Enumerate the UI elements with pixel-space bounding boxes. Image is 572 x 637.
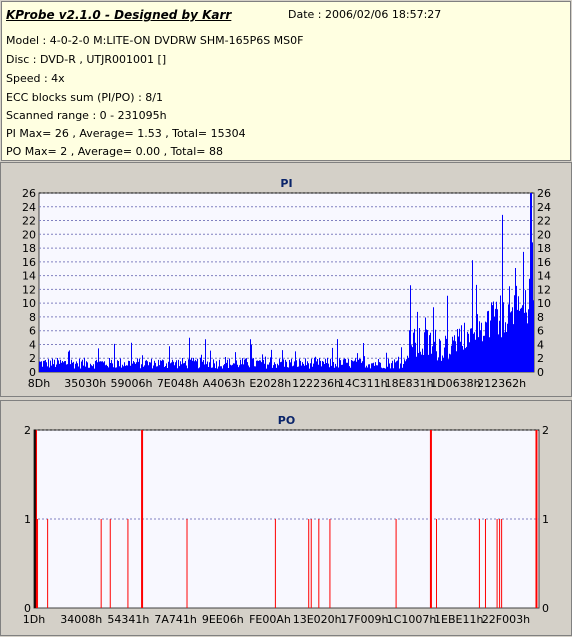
pi-ytick-right: 2 <box>537 352 544 365</box>
pi-chart-panel: PI 0 0 2 2 4 4 6 6 8 8 10 10 12 12 14 14 16 16 18 18 20 20 22 22… <box>0 162 572 397</box>
po-ytick-left: 2 <box>24 424 31 437</box>
po-summary-line: PO Max= 2 , Average= 0.00 , Total= 88 <box>6 145 223 158</box>
pi-ytick-right: 14 <box>537 270 551 283</box>
pi-chart-title: PI <box>280 177 292 190</box>
pi-ytick-left: 18 <box>22 242 36 255</box>
pi-xtick: A4063h <box>203 377 246 390</box>
pi-ytick-right: 4 <box>537 338 544 351</box>
pi-series-area <box>39 214 534 372</box>
pi-xtick: 212362h <box>477 377 526 390</box>
pi-ytick-left: 2 <box>29 352 36 365</box>
pi-ytick-right: 0 <box>537 366 544 379</box>
po-xtick: 13E020h <box>293 613 342 626</box>
pi-ytick-right: 20 <box>537 228 551 241</box>
range-line: Scanned range : 0 - 231095h <box>6 109 167 122</box>
pi-ytick-left: 20 <box>22 228 36 241</box>
speed-line: Speed : 4x <box>6 72 65 85</box>
pi-ytick-right: 18 <box>537 242 551 255</box>
pi-ytick-right: 16 <box>537 256 551 269</box>
po-ytick-right: 0 <box>542 602 549 615</box>
po-xtick: 7A741h <box>154 613 197 626</box>
po-xtick: 22F003h <box>482 613 530 626</box>
po-chart-panel: PO 0 0 1 1 2 2 1Dh 34008h 54341h 7A741h 9EE06h FE00A… <box>0 400 572 636</box>
pi-ytick-left: 22 <box>22 215 36 228</box>
scan-date: Date : 2006/02/06 18:57:27 <box>288 8 442 21</box>
pi-ytick-left: 24 <box>22 201 36 214</box>
pi-ytick-left: 12 <box>22 283 36 296</box>
pi-ytick-left: 26 <box>22 187 36 200</box>
po-chart: PO 0 0 1 1 2 2 1Dh 34008h 54341h 7A741h 9EE06h FE00A… <box>23 414 549 626</box>
po-ytick-left: 0 <box>24 602 31 615</box>
pi-ytick-left: 4 <box>29 338 36 351</box>
pi-ytick-right: 26 <box>537 187 551 200</box>
pi-summary-line: PI Max= 26 , Average= 1.53 , Total= 1530… <box>6 127 246 140</box>
pi-xtick: E2028h <box>249 377 291 390</box>
pi-xtick: 35030h <box>64 377 106 390</box>
pi-xtick: 14C311h <box>338 377 388 390</box>
po-xtick: 1EBE11h <box>434 613 483 626</box>
model-line: Model : 4-0-2-0 M:LITE-ON DVDRW SHM-165P… <box>6 34 304 47</box>
pi-ytick-right: 6 <box>537 325 544 338</box>
pi-xtick: 122236h <box>292 377 341 390</box>
pi-ytick-left: 8 <box>29 311 36 324</box>
po-ytick-left: 1 <box>24 513 31 526</box>
pi-xtick: 18E831h <box>385 377 434 390</box>
po-xtick: 17F009h <box>340 613 388 626</box>
info-panel: KProbe v2.1.0 - Designed by Karr Date : … <box>1 1 571 161</box>
pi-xtick: 59006h <box>111 377 153 390</box>
pi-xtick: 7E048h <box>157 377 199 390</box>
pi-ytick-left: 0 <box>29 366 36 379</box>
po-xtick: 1C1007h <box>387 613 437 626</box>
po-xtick: 54341h <box>107 613 149 626</box>
pi-ytick-left: 14 <box>22 270 36 283</box>
pi-plot-area <box>38 192 535 373</box>
pi-ytick-right: 10 <box>537 297 551 310</box>
pi-ytick-left: 10 <box>22 297 36 310</box>
po-ytick-right: 1 <box>542 513 549 526</box>
pi-ytick-left: 6 <box>29 325 36 338</box>
pi-ytick-right: 22 <box>537 215 551 228</box>
po-chart-title: PO <box>278 414 295 427</box>
ecc-line: ECC blocks sum (PI/PO) : 8/1 <box>6 91 163 104</box>
po-ytick-right: 2 <box>542 424 549 437</box>
po-xtick: 34008h <box>60 613 102 626</box>
pi-xtick: 8Dh <box>28 377 50 390</box>
pi-ytick-right: 12 <box>537 283 551 296</box>
disc-line: Disc : DVD-R , UTJR001001 [] <box>6 53 167 66</box>
po-xtick: FE00Ah <box>249 613 291 626</box>
po-xtick: 1Dh <box>23 613 45 626</box>
pi-ytick-right: 24 <box>537 201 551 214</box>
po-xtick: 9EE06h <box>202 613 244 626</box>
app-title: KProbe v2.1.0 - Designed by Karr <box>6 8 232 22</box>
pi-xtick: 1D0638h <box>430 377 480 390</box>
pi-ytick-right: 8 <box>537 311 544 324</box>
pi-ytick-left: 16 <box>22 256 36 269</box>
